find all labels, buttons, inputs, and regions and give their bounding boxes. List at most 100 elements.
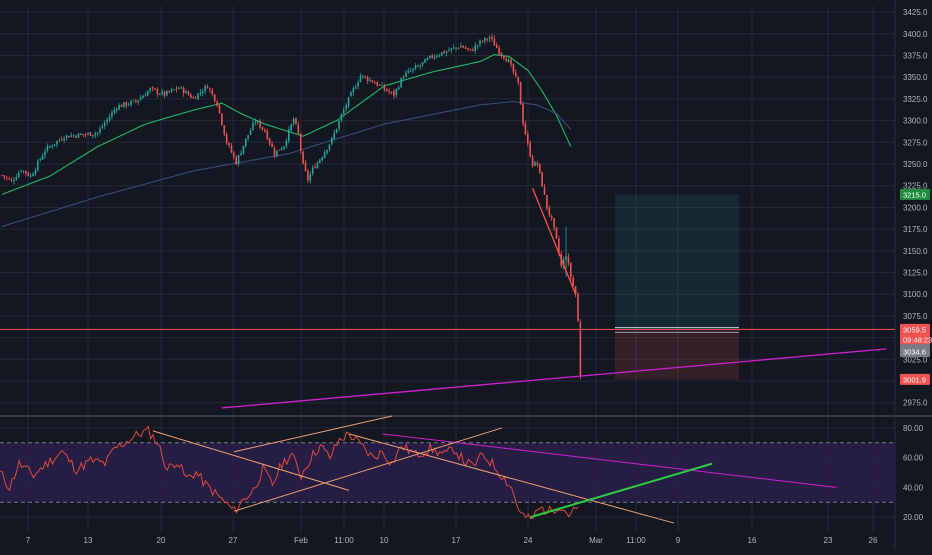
candle-body [103,122,106,127]
candle-body [328,144,331,150]
candle-body [390,91,393,93]
candle-body [240,153,242,156]
candle-body [500,52,503,56]
candle-body [185,91,187,94]
candle-body [464,47,467,49]
candle-body [498,47,500,54]
candle-body [211,90,214,95]
candle-body [259,120,261,128]
candle-body [412,68,414,71]
candle-body [194,97,197,99]
candle-body [495,44,498,48]
candle-body [206,86,209,89]
candle-body [371,80,374,83]
candle-body [407,70,410,73]
orange-descending-line-1[interactable] [152,430,350,491]
candle-body [51,146,53,148]
price-tick-label: 3125.0 [903,269,928,278]
time-tick-label: Mar [589,536,603,545]
candle-body [354,87,357,89]
candle-body [75,135,77,138]
pink-support-line[interactable] [221,348,887,409]
candle-body [158,93,161,95]
drawings-layer[interactable] [152,188,887,524]
candle-body [146,91,149,96]
candle-body [335,128,338,133]
candle-body [118,105,120,110]
orange-descending-line-2[interactable] [348,433,675,524]
candle-body [426,58,429,60]
candle-body [405,72,407,77]
price-label-badge [900,373,930,385]
rsi-layer [0,425,895,520]
price-label-text: 3215.0 [903,190,926,199]
candle-body [197,93,199,100]
candle-body [383,85,386,90]
candle-body [522,104,524,125]
candle-body [230,145,233,153]
candle-body [376,82,379,86]
candle-body [276,150,278,157]
candle-body [56,140,58,145]
candle-body [235,156,238,165]
candle-body [29,175,32,177]
time-tick-label: 20 [157,536,166,545]
candle-body [84,134,87,136]
candle-body [304,162,307,171]
candle-body [111,112,113,117]
candle-body [168,90,171,92]
time-tick-label: 27 [229,536,238,545]
candle-body [393,90,395,96]
candle-body [543,187,546,195]
candle-body [319,159,321,163]
candle-body [273,148,276,156]
candle-body [135,100,137,102]
candle-body [151,87,154,89]
candle-body [137,100,140,103]
green-rsi-support[interactable] [530,462,713,519]
price-label-badge [900,333,930,345]
pink-rsi-resistance[interactable] [382,433,837,488]
candle-body [173,89,175,91]
candle-body [182,87,185,94]
candle-body [132,100,135,102]
orange-lower-channel[interactable] [234,427,503,512]
red-down-trend-line[interactable] [531,188,577,295]
price-label-text: 3059.5 [903,325,926,334]
candle-body [395,88,398,95]
price-tick-label: 3150.0 [903,247,928,256]
candle-body [247,135,249,139]
candle-body [486,38,488,40]
position-profit-zone[interactable] [615,194,739,330]
candle-body [364,76,367,78]
candle-body [570,263,572,278]
position-tool[interactable] [615,194,739,380]
candle-body [429,55,431,58]
candle-body [27,172,30,176]
candle-body [115,109,118,111]
candle-body [419,65,422,67]
candle-body [555,227,558,239]
price-tick-label: 3250.0 [903,160,928,169]
candle-body [254,121,257,124]
candle-body [347,97,350,107]
price-label-text: 3001.9 [903,375,926,384]
candle-body [510,59,512,65]
candle-body [39,159,42,161]
candle-body [433,56,436,59]
candle-body [338,120,340,129]
candle-body [120,105,123,107]
candle-body [350,92,352,97]
orange-upper-channel[interactable] [234,415,393,453]
candle-body [548,207,551,216]
candle-body [156,89,159,94]
candle-body [488,37,491,39]
candle-body [527,133,529,144]
price-tick-label: 3025.0 [903,355,928,364]
rsi-line [0,425,579,520]
candle-body [187,91,190,95]
candle-body [280,148,283,151]
